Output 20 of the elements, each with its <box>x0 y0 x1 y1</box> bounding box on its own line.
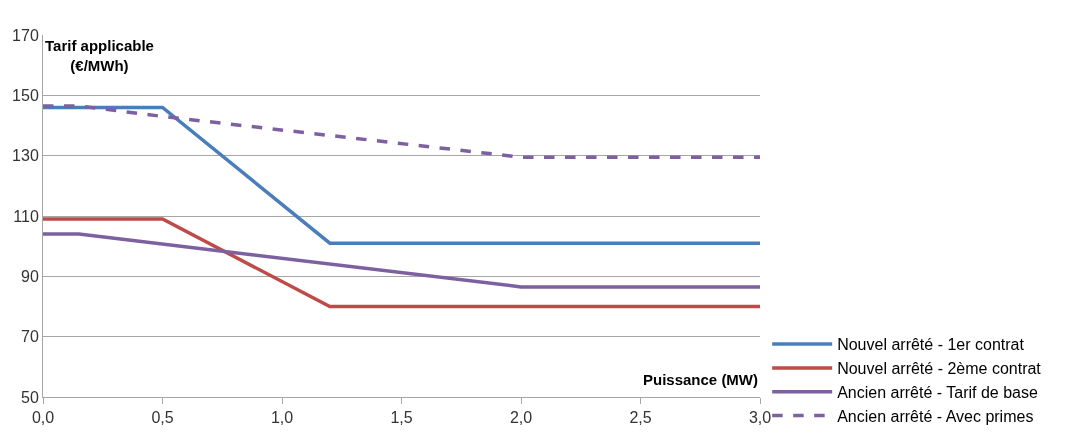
legend-label: Nouvel arrêté - 2ème contrat <box>837 360 1042 378</box>
x-tick-label: 2,0 <box>509 409 533 427</box>
legend-label: Ancien arrêté - Avec primes <box>837 407 1034 425</box>
legend-label: Nouvel arrêté - 1er contrat <box>837 336 1025 354</box>
x-tick-label: 2,5 <box>629 409 652 427</box>
x-tick-label: 1,0 <box>270 409 294 427</box>
legend-label: Ancien arrêté - Tarif de base <box>837 383 1038 401</box>
x-tick-label: 0,0 <box>31 409 55 427</box>
y-tick-label: 130 <box>12 147 39 165</box>
x-tick-label: 1,5 <box>390 409 413 427</box>
y-tick-label: 170 <box>12 26 39 44</box>
x-tick-label: 3,0 <box>748 409 772 427</box>
y-tick-label: 110 <box>13 207 39 225</box>
y-tick-label: 50 <box>21 388 39 406</box>
x-axis-title: Puissance (MW) <box>643 371 759 388</box>
y-tick-label: 90 <box>21 267 39 285</box>
y-tick-label: 150 <box>12 86 39 104</box>
y-axis-title: Tarif applicable (€/MWh) <box>45 37 154 74</box>
y-tick-label: 70 <box>21 328 39 346</box>
x-tick-label: 0,5 <box>151 409 174 427</box>
